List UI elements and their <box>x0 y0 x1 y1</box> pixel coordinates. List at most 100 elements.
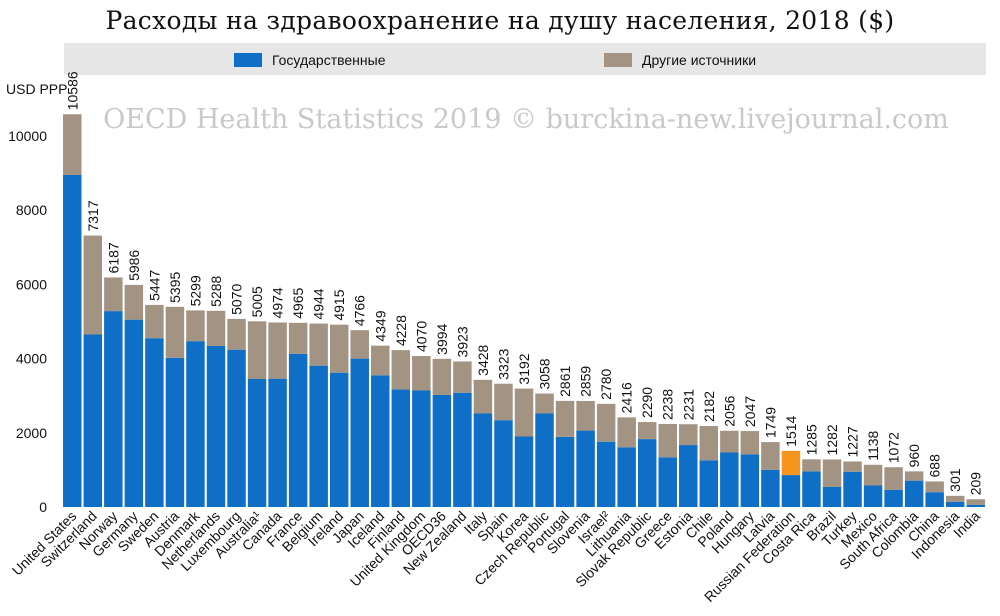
bar-government-31 <box>699 460 719 507</box>
value-label-7: 5288 <box>208 275 224 306</box>
y-tick-label: 0 <box>39 499 47 515</box>
bar-government-3 <box>124 319 144 507</box>
bar-other-40 <box>884 467 903 490</box>
value-label-33: 2047 <box>742 396 758 427</box>
bar-other-25 <box>576 400 595 431</box>
bar-government-29 <box>658 457 677 507</box>
bar-government-16 <box>391 389 411 507</box>
value-label-18: 3994 <box>434 323 450 354</box>
chart-title: Расходы на здравоохранение на душу насел… <box>105 6 895 35</box>
bar-government-38 <box>843 471 862 507</box>
legend-label-other: Другие источники <box>642 52 757 68</box>
bar-other-9 <box>247 321 267 380</box>
bar-other-19 <box>453 361 472 393</box>
bar-government-1 <box>83 334 103 507</box>
value-label-44: 209 <box>968 472 984 496</box>
value-label-12: 4944 <box>311 288 327 319</box>
legend-item-other: Другие источники <box>604 52 756 68</box>
value-label-1: 7317 <box>85 200 101 231</box>
bar-government-40 <box>884 489 903 507</box>
bar-government-37 <box>822 486 842 507</box>
bar-government-30 <box>679 445 698 507</box>
bar-other-6 <box>186 310 205 342</box>
bar-government-27 <box>617 447 636 507</box>
bar-other-20 <box>473 379 493 414</box>
value-label-14: 4766 <box>352 295 368 326</box>
bar-government-12 <box>309 365 328 507</box>
bar-other-29 <box>658 423 677 458</box>
bar-government-34 <box>761 469 780 507</box>
bars <box>63 114 985 507</box>
bar-other-3 <box>124 284 144 320</box>
legend: Государственные Другие источники <box>64 43 986 75</box>
bar-government-10 <box>268 378 287 507</box>
x-axis: United StatesSwitzerlandNorwayGermanySwe… <box>9 507 983 605</box>
bar-other-14 <box>350 330 369 359</box>
bar-other-30 <box>679 424 698 446</box>
bar-government-25 <box>576 430 595 507</box>
bar-government-39 <box>863 485 883 507</box>
bar-other-7 <box>206 310 226 346</box>
legend-swatch-government <box>234 53 262 67</box>
value-label-36: 1285 <box>803 424 819 455</box>
value-label-5: 5395 <box>167 271 183 302</box>
value-label-24: 2861 <box>557 365 573 396</box>
value-label-23: 3058 <box>537 358 553 389</box>
bar-government-11 <box>288 353 308 507</box>
bar-other-8 <box>227 318 246 350</box>
bar-government-42 <box>925 492 944 507</box>
value-label-4: 5447 <box>146 270 162 301</box>
value-label-10: 4974 <box>270 287 286 318</box>
bar-government-28 <box>637 439 657 507</box>
value-label-22: 3192 <box>516 353 532 384</box>
bar-government-9 <box>247 379 267 507</box>
y-tick-label: 6000 <box>16 276 47 292</box>
bar-other-4 <box>145 304 164 339</box>
value-label-28: 2290 <box>639 387 655 418</box>
legend-label-government: Государственные <box>272 52 386 68</box>
value-label-31: 2182 <box>701 391 717 422</box>
value-label-16: 4228 <box>393 315 409 346</box>
y-tick-label: 4000 <box>16 351 47 367</box>
legend-item-government: Государственные <box>234 52 386 68</box>
bar-other-24 <box>555 400 575 437</box>
y-axis: USD PPP 0 2000 4000 6000 8000 10000 <box>6 81 67 515</box>
y-tick-label: 8000 <box>16 202 47 218</box>
bar-other-44 <box>966 499 985 505</box>
bar-government-36 <box>802 471 821 507</box>
bar-government-13 <box>329 372 349 507</box>
bar-other-26 <box>596 403 616 442</box>
bar-government-7 <box>206 345 226 507</box>
value-label-41: 960 <box>906 444 922 468</box>
y-tick-label: 10000 <box>8 128 47 144</box>
bar-other-32 <box>720 430 739 453</box>
bar-government-17 <box>412 390 431 507</box>
value-label-8: 5070 <box>229 284 245 315</box>
bar-other-36 <box>802 459 821 472</box>
value-label-9: 5005 <box>249 286 265 317</box>
bar-other-42 <box>925 481 944 493</box>
value-label-19: 3923 <box>454 326 470 357</box>
bar-other-17 <box>412 356 431 391</box>
value-label-25: 2859 <box>578 366 594 397</box>
bar-government-14 <box>350 358 369 507</box>
bar-other-12 <box>309 323 328 366</box>
bar-other-43 <box>945 495 965 502</box>
bar-government-32 <box>720 452 739 507</box>
value-label-35: 1514 <box>783 415 799 446</box>
value-label-2: 6187 <box>105 242 121 273</box>
bar-government-22 <box>514 436 534 507</box>
bar-government-21 <box>494 420 513 507</box>
value-label-37: 1282 <box>824 424 840 455</box>
value-label-21: 3323 <box>495 348 511 379</box>
bar-other-5 <box>165 306 185 358</box>
bar-other-18 <box>432 358 452 395</box>
bar-other-16 <box>391 350 411 390</box>
bar-government-8 <box>227 349 246 507</box>
y-axis-label: USD PPP <box>6 81 67 97</box>
watermark: OECD Health Statistics 2019 © burckina-n… <box>103 104 949 135</box>
value-label-6: 5299 <box>187 275 203 306</box>
bar-other-41 <box>904 471 924 481</box>
